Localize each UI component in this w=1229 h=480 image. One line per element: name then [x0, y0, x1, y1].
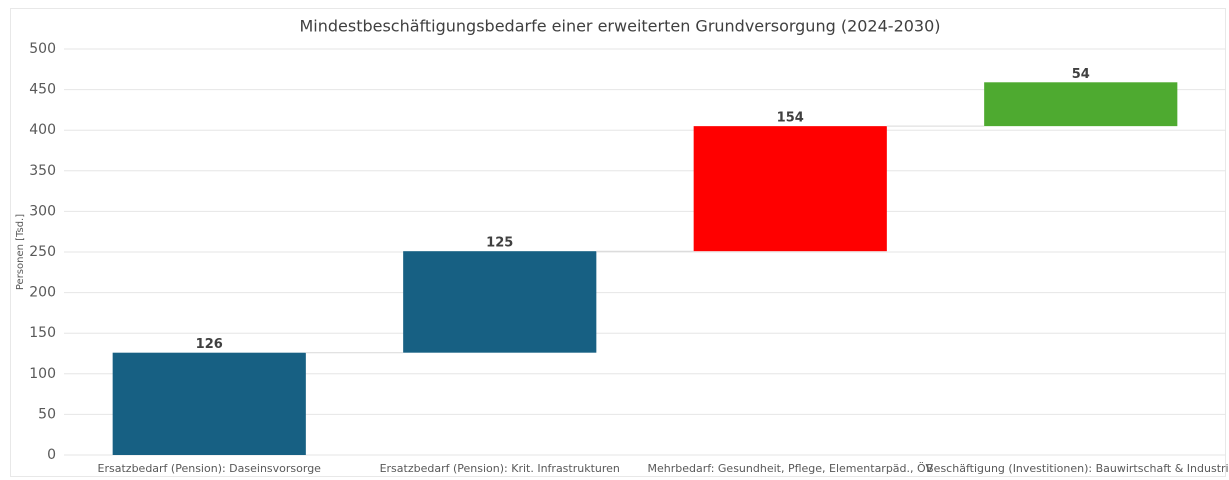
bar — [112, 352, 306, 455]
y-tick-label: 0 — [47, 447, 56, 463]
y-tick-label: 200 — [29, 285, 56, 301]
chart-title: Mindestbeschäftigungsbedarfe einer erwei… — [299, 17, 940, 36]
y-tick-label: 500 — [29, 41, 56, 57]
y-tick-label: 350 — [29, 163, 56, 179]
x-tick-label: Mehrbedarf: Gesundheit, Pflege, Elementa… — [647, 462, 933, 475]
y-tick-label: 100 — [29, 366, 56, 382]
data-label: 125 — [486, 236, 513, 251]
x-tick-label: Beschäftigung (Investitionen): Bauwirtsc… — [926, 462, 1229, 475]
data-label: 154 — [777, 111, 804, 126]
y-tick-label: 400 — [29, 122, 56, 138]
bar — [403, 251, 597, 353]
y-tick-label: 150 — [29, 325, 56, 341]
y-axis-title: Personen [Tsd.] — [15, 214, 26, 290]
x-tick-label: Ersatzbedarf (Pension): Krit. Infrastruk… — [380, 462, 620, 475]
y-tick-label: 450 — [29, 82, 56, 98]
bar — [984, 82, 1178, 127]
y-tick-label: 300 — [29, 203, 56, 219]
data-label: 126 — [196, 337, 223, 352]
y-tick-label: 250 — [29, 244, 56, 260]
chart-border — [10, 8, 1226, 477]
y-tick-label: 50 — [38, 406, 56, 422]
data-label: 54 — [1072, 67, 1090, 82]
x-tick-label: Ersatzbedarf (Pension): Daseinsvorsorge — [98, 462, 322, 475]
bar — [693, 126, 887, 252]
